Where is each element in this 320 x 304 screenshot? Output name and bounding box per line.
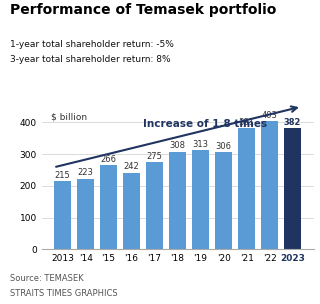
Text: 223: 223 bbox=[78, 168, 93, 177]
Text: $ billion: $ billion bbox=[51, 112, 87, 121]
Text: 308: 308 bbox=[170, 141, 186, 150]
Bar bbox=[123, 172, 140, 249]
Text: 3-year total shareholder return: 8%: 3-year total shareholder return: 8% bbox=[10, 55, 170, 64]
Bar bbox=[192, 150, 209, 249]
Text: 382: 382 bbox=[284, 118, 301, 127]
Text: Increase of 1.8 times: Increase of 1.8 times bbox=[143, 119, 267, 129]
Bar bbox=[261, 121, 278, 249]
Bar bbox=[146, 162, 163, 249]
Bar bbox=[169, 152, 186, 249]
Text: 313: 313 bbox=[193, 140, 209, 149]
Bar bbox=[238, 128, 255, 249]
Text: 266: 266 bbox=[100, 155, 116, 164]
Text: 306: 306 bbox=[216, 142, 232, 151]
Bar bbox=[100, 165, 117, 249]
Text: Source: TEMASEK: Source: TEMASEK bbox=[10, 274, 83, 283]
Bar bbox=[215, 152, 232, 249]
Bar bbox=[77, 178, 94, 249]
Text: 1-year total shareholder return: -5%: 1-year total shareholder return: -5% bbox=[10, 40, 173, 49]
Text: Performance of Temasek portfolio: Performance of Temasek portfolio bbox=[10, 3, 276, 17]
Text: 242: 242 bbox=[124, 162, 140, 171]
Text: 215: 215 bbox=[55, 171, 70, 180]
Text: STRAITS TIMES GRAPHICS: STRAITS TIMES GRAPHICS bbox=[10, 289, 117, 298]
Bar bbox=[284, 128, 301, 249]
Text: 403: 403 bbox=[262, 111, 277, 120]
Text: 381: 381 bbox=[239, 118, 255, 127]
Text: 275: 275 bbox=[147, 152, 163, 161]
Bar bbox=[54, 181, 71, 249]
